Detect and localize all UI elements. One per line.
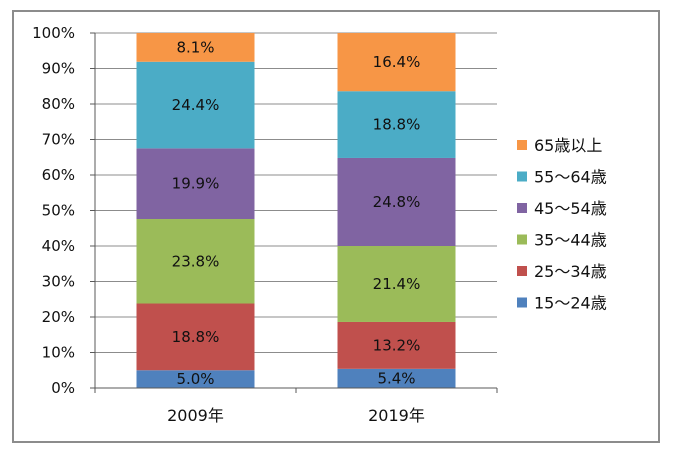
bar-segment: [136, 303, 255, 371]
legend-swatch: [517, 297, 527, 308]
bar-segment: [337, 368, 456, 388]
data-label: 19.9%: [172, 175, 220, 193]
data-label: 18.8%: [172, 328, 220, 346]
axes: 0% 10% 20% 30% 40% 50% 60% 70% 80% 90% 100% 2009年 20…: [32, 24, 498, 425]
data-label: 16.4%: [373, 53, 421, 71]
legend-label: 35～44歳: [534, 231, 607, 250]
data-label: 5.0%: [176, 370, 214, 388]
legend-swatch: [517, 234, 527, 245]
bar-segment: [136, 219, 255, 304]
y-tick-label: 50%: [42, 202, 75, 220]
legend-label: 25～34歳: [534, 262, 607, 281]
y-tick-label: 30%: [42, 273, 75, 291]
data-label: 18.8%: [373, 116, 421, 134]
legend-swatch: [517, 140, 527, 150]
y-tick-label: 100%: [32, 24, 75, 42]
data-label: 21.4%: [373, 275, 421, 293]
y-tick-label: 10%: [42, 344, 75, 362]
legend-swatch: [517, 203, 527, 213]
data-labels: 5.0% 18.8% 23.8% 19.9% 24.4% 8.1% 5.4% 13.2% 21.…: [172, 38, 421, 388]
x-category-label: 2019年: [368, 406, 425, 425]
legend-swatch: [517, 171, 527, 182]
legend-swatch: [517, 266, 527, 276]
legend-label: 45～54歳: [534, 199, 607, 218]
bar-segment: [337, 246, 456, 322]
y-tick-label: 90%: [42, 60, 75, 78]
bar-segment: [337, 91, 456, 158]
legend-label: 15～24歳: [534, 294, 607, 313]
bar-segment: [136, 370, 255, 388]
data-label: 5.4%: [377, 369, 415, 387]
legend-label: 55～64歳: [534, 168, 607, 187]
legend-label: 65歳以上: [534, 136, 602, 155]
data-label: 24.4%: [172, 96, 220, 114]
data-label: 24.8%: [373, 193, 421, 211]
y-tick-label: 60%: [42, 166, 75, 184]
legend: 65歳以上 55～64歳 45～54歳 35～44歳 25～34歳 15～24歳: [517, 136, 607, 313]
y-tick-label: 40%: [42, 237, 75, 255]
bars: [136, 33, 456, 388]
y-tick-label: 0%: [51, 379, 75, 397]
bar-segment: [136, 61, 255, 149]
bar-segment: [136, 148, 255, 220]
data-label: 13.2%: [373, 336, 421, 354]
data-label: 8.1%: [176, 38, 214, 56]
bar-segment: [337, 33, 456, 92]
bar-segment: [337, 157, 456, 246]
x-category-label: 2009年: [167, 406, 224, 425]
y-tick-label: 70%: [42, 131, 75, 149]
y-tick-label: 80%: [42, 95, 75, 113]
bar-segment: [136, 33, 255, 62]
chart-frame: [12, 10, 660, 443]
data-label: 23.8%: [172, 252, 220, 270]
bar-segment: [337, 321, 456, 369]
y-tick-label: 20%: [42, 308, 75, 326]
